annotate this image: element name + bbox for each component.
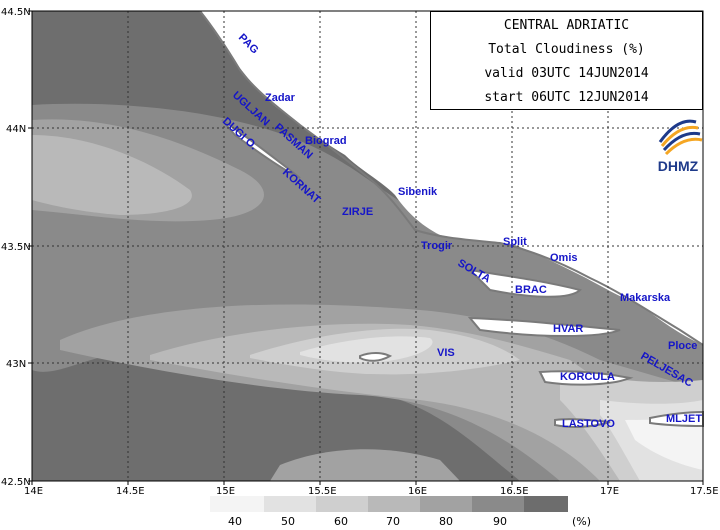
lon-label: 16E — [408, 486, 427, 497]
lat-label: 44.5N — [1, 7, 31, 18]
graticule — [32, 11, 703, 481]
lat-label: 44N — [6, 124, 26, 135]
start-time: start 06UTC 12JUN2014 — [484, 90, 649, 105]
legend-swatch — [264, 496, 316, 512]
legend-swatch — [316, 496, 368, 512]
map-variable: Total Cloudiness (%) — [488, 42, 645, 57]
island-lastovo — [554, 418, 611, 428]
ticks — [28, 10, 704, 485]
legend-label: 50 — [281, 515, 295, 528]
lat-label: 42.5N — [1, 477, 31, 488]
legend-label: 40 — [228, 515, 242, 528]
place-label-lastovo: LASTOVO — [562, 418, 615, 430]
place-label-zirje: ZIRJE — [342, 206, 373, 218]
place-label-biograd: Biograd — [305, 135, 347, 147]
legend-label: 60 — [334, 515, 348, 528]
legend-swatch — [420, 496, 472, 512]
dhmz-logo-icon — [658, 119, 703, 156]
dhmz-logo: DHMZ — [650, 112, 706, 184]
place-label-vis: VIS — [437, 347, 455, 359]
place-label-brac: BRAC — [515, 284, 547, 296]
map-title: CENTRAL ADRIATIC — [503, 18, 630, 33]
legend-unit: (%) — [572, 515, 592, 528]
place-label-mljet: MLJET — [666, 413, 702, 425]
place-label-ploce: Ploce — [668, 340, 697, 352]
legend-label: 80 — [439, 515, 453, 528]
lon-label: 14.5E — [116, 486, 145, 497]
cloud-field-40-plume — [300, 336, 433, 363]
place-label-hvar: HVAR — [553, 323, 583, 335]
place-label-korcula: KORCULA — [560, 371, 615, 383]
lat-label: 43N — [6, 359, 26, 370]
place-label-split: Split — [503, 236, 527, 248]
place-label-zadar: Zadar — [265, 92, 296, 104]
legend-label: 70 — [386, 515, 400, 528]
lon-label: 14E — [24, 486, 43, 497]
island-vis — [359, 352, 393, 362]
islands-north — [221, 119, 301, 179]
lon-label: 15.5E — [308, 486, 337, 497]
islands-brac-hvar — [467, 268, 621, 337]
valid-time: valid 03UTC 14JUN2014 — [484, 66, 649, 81]
cloud-field-70-south — [270, 449, 460, 481]
lon-label: 17E — [600, 486, 619, 497]
coastline — [199, 10, 704, 346]
place-label-trogir: Trogir — [421, 240, 453, 252]
lon-label: 17.5E — [690, 486, 719, 497]
legend-label: 90 — [493, 515, 507, 528]
title-box: CENTRAL ADRIATIC Total Cloudiness (%) va… — [430, 11, 703, 110]
cloud-field-60-top — [32, 135, 192, 215]
legend-bar — [210, 496, 568, 512]
legend-swatch — [472, 496, 524, 512]
lon-label: 16.5E — [500, 486, 529, 497]
place-label-makarska: Makarska — [620, 292, 671, 304]
lat-label: 43.5N — [1, 242, 31, 253]
legend-swatch — [210, 496, 264, 512]
cloud-field-30-se — [625, 415, 703, 470]
legend-swatch — [524, 496, 568, 512]
place-label-omis: Omis — [550, 252, 578, 264]
place-label-sibenik: Sibenik — [398, 186, 438, 198]
logo-text: DHMZ — [657, 158, 699, 174]
lon-label: 15E — [216, 486, 235, 497]
legend-swatch — [368, 496, 420, 512]
